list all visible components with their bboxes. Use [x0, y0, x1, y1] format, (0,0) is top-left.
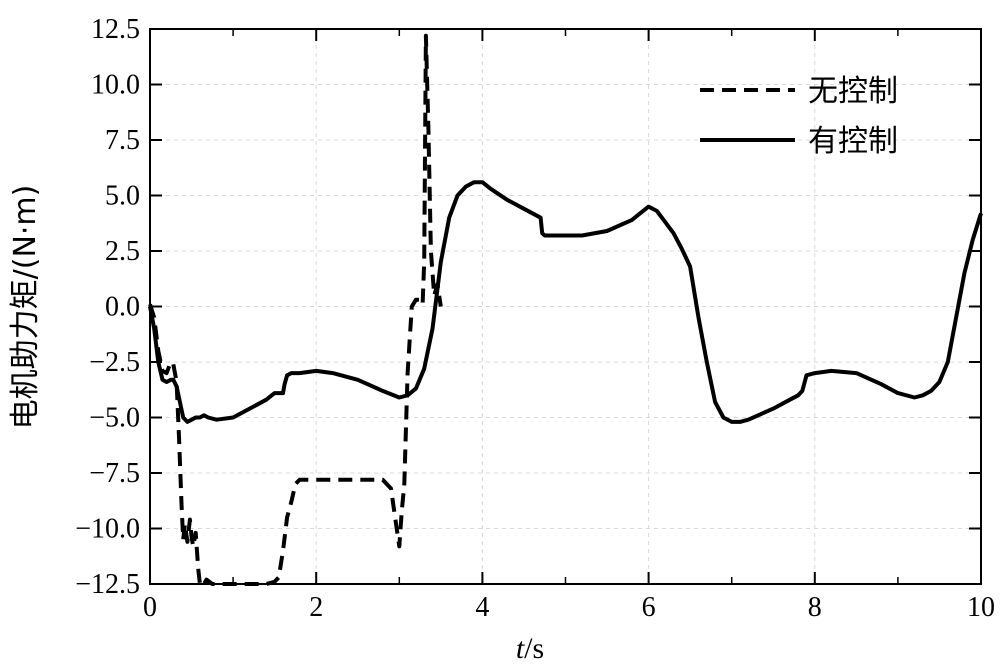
series-lines	[148, 33, 983, 586]
series-line-no-control	[148, 33, 443, 586]
y-tick-label-0: −12.5	[75, 569, 140, 600]
y-tick-label-7: 5.0	[105, 181, 140, 212]
legend-label-with-control: 有控制	[808, 124, 898, 159]
grid-lines	[150, 29, 981, 584]
y-tick-label-4: −2.5	[89, 347, 140, 378]
y-axis-title: 电机助力矩/(N·m)	[8, 185, 43, 430]
y-tick-label-10: 12.5	[91, 14, 140, 45]
x-axis-title: t/s	[516, 632, 544, 665]
x-axis-unit: /s	[524, 632, 544, 665]
x-tick-labels: 0 2 4 6 8 10	[143, 592, 995, 623]
legend: 无控制 有控制	[700, 74, 898, 159]
x-tick-label-2: 4	[475, 592, 489, 623]
x-tick-label-1: 2	[309, 592, 323, 623]
series-line-with-control	[148, 180, 983, 424]
y-tick-label-8: 7.5	[105, 125, 140, 156]
x-tick-label-4: 8	[808, 592, 822, 623]
y-tick-label-9: 10.0	[91, 70, 140, 101]
y-tick-labels: −12.5 −10.0 −7.5 −5.0 −2.5 0.0 2.5 5.0 7.5 10.0 12…	[75, 14, 140, 600]
y-tick-label-2: −7.5	[89, 458, 140, 489]
x-tick-label-3: 6	[642, 592, 656, 623]
minor-ticks	[232, 29, 899, 584]
y-tick-label-1: −10.0	[75, 514, 140, 545]
y-tick-label-5: 0.0	[105, 292, 140, 323]
x-axis-variable: t	[516, 632, 525, 665]
y-tick-label-6: 2.5	[105, 236, 140, 267]
x-tick-label-5: 10	[967, 592, 995, 623]
x-tick-label-0: 0	[143, 592, 157, 623]
legend-label-no-control: 无控制	[808, 74, 898, 109]
y-tick-label-3: −5.0	[89, 403, 140, 434]
